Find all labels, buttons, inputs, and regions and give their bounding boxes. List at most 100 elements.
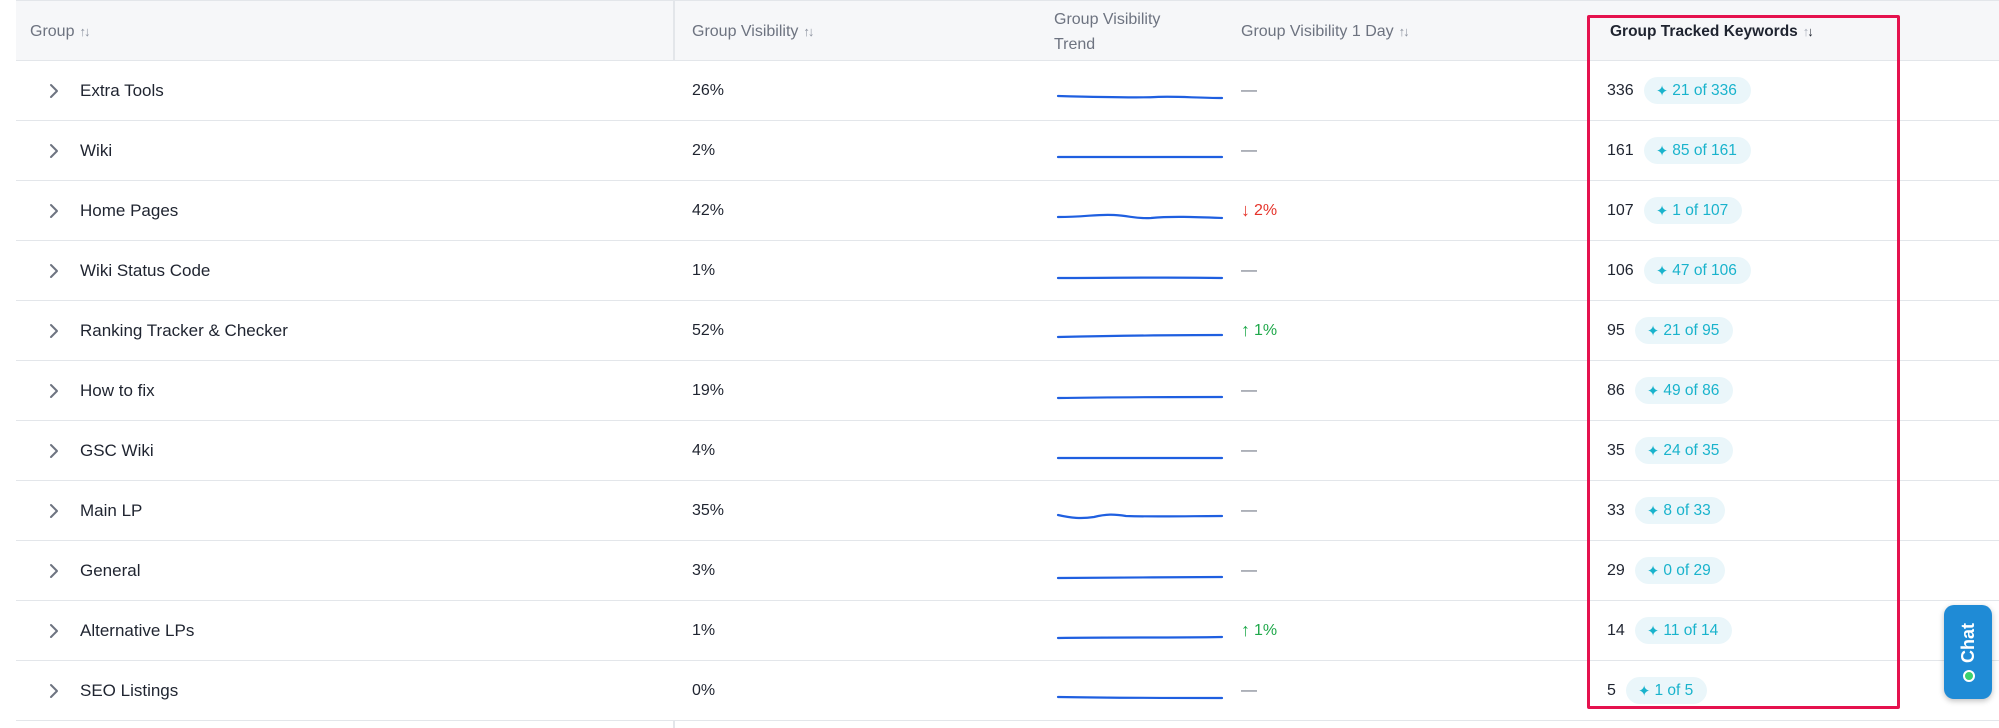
table-row[interactable]: Home Pages 42% ↓ 2% 107 ✦ 1 of 107 <box>16 181 1999 241</box>
keywords-badge[interactable]: ✦ 8 of 33 <box>1634 497 1725 524</box>
header-group-tracked-keywords-label: Group Tracked Keywords <box>1610 22 1798 40</box>
group-name[interactable]: Home Pages <box>80 200 179 220</box>
group-visibility-value: 1% <box>692 621 716 639</box>
header-group[interactable]: Group ↑↓ <box>30 1 90 62</box>
visibility-trend-sparkline <box>1056 421 1224 480</box>
visibility-trend-sparkline <box>1056 601 1224 660</box>
header-group-visibility-1day[interactable]: Group Visibility 1 Day ↑↓ <box>1241 1 1410 62</box>
table-header: Group ↑↓ Group Visibility ↑↓ Group Visib… <box>16 0 1999 61</box>
keywords-badge-label: 21 of 95 <box>1663 321 1720 339</box>
chat-label: Chat <box>1957 622 1978 663</box>
header-group-visibility[interactable]: Group Visibility ↑↓ <box>692 1 814 62</box>
visibility-1day-value: ↓ 2% <box>1241 200 1278 220</box>
visibility-1day-value: — <box>1241 141 1257 159</box>
tracked-keywords-count: 161 <box>1607 141 1634 159</box>
keywords-badge[interactable]: ✦ 11 of 14 <box>1634 617 1733 644</box>
table-row[interactable]: Alternative LPs 1% ↑ 1% 14 ✦ 11 of 14 <box>16 601 1999 661</box>
table-row[interactable]: Wiki 2% — 161 ✦ 85 of 161 <box>16 121 1999 181</box>
keywords-badge-label: 11 of 14 <box>1663 621 1719 639</box>
group-name[interactable]: Extra Tools <box>80 80 164 100</box>
keywords-badge-label: 8 of 33 <box>1663 501 1711 519</box>
arrow-up-icon: ↑ <box>1241 620 1250 640</box>
sparkle-icon: ✦ <box>1655 142 1669 160</box>
keywords-badge-label: 47 of 106 <box>1672 261 1737 279</box>
table-row[interactable]: Wiki Status Code 1% — 106 ✦ 47 of 106 <box>16 241 1999 301</box>
tracked-keywords-cell: 95 ✦ 21 of 95 <box>1607 301 1734 360</box>
chevron-right-icon[interactable] <box>48 361 60 420</box>
chevron-right-icon[interactable] <box>48 181 60 240</box>
chevron-right-icon[interactable] <box>48 241 60 300</box>
keywords-badge[interactable]: ✦ 47 of 106 <box>1643 257 1751 284</box>
group-name[interactable]: GSC Wiki <box>80 440 154 460</box>
header-group-tracked-keywords[interactable]: Group Tracked Keywords ↑↓ <box>1610 1 1814 62</box>
group-name[interactable]: Ranking Tracker & Checker <box>80 320 288 340</box>
keywords-badge[interactable]: ✦ 0 of 29 <box>1634 557 1725 584</box>
table-row[interactable]: SEO Listings 0% — 5 ✦ 1 of 5 <box>16 661 1999 721</box>
keywords-badge[interactable]: ✦ 1 of 107 <box>1643 197 1743 224</box>
chevron-right-icon[interactable] <box>48 121 60 180</box>
header-group-visibility-label: Group Visibility <box>692 22 799 40</box>
group-name[interactable]: Wiki <box>80 140 113 160</box>
visibility-1day-value: ↑ 1% <box>1241 320 1278 340</box>
visibility-trend-sparkline <box>1056 181 1224 240</box>
table-row[interactable]: Ranking Tracker & Checker 52% ↑ 1% 95 ✦ 2… <box>16 301 1999 361</box>
tracked-keywords-count: 33 <box>1607 501 1625 519</box>
group-name[interactable]: SEO Listings <box>80 680 179 700</box>
group-visibility-value: 1% <box>692 261 716 279</box>
visibility-trend-sparkline <box>1056 241 1224 300</box>
sort-icon[interactable]: ↑↓ <box>1398 24 1410 39</box>
tracked-keywords-count: 35 <box>1607 441 1625 459</box>
group-visibility-value: 2% <box>692 141 716 159</box>
keywords-badge[interactable]: ✦ 49 of 86 <box>1634 377 1734 404</box>
table-row[interactable]: Extra Tools 26% — 336 ✦ 21 of 336 <box>16 61 1999 121</box>
sparkle-icon: ✦ <box>1646 622 1660 640</box>
chat-button[interactable]: Chat <box>1944 605 1992 699</box>
visibility-trend-sparkline <box>1056 61 1224 120</box>
keywords-badge-label: 85 of 161 <box>1672 141 1737 159</box>
visibility-1day-value: — <box>1241 261 1257 279</box>
tracked-keywords-cell: 5 ✦ 1 of 5 <box>1607 661 1708 720</box>
group-name[interactable]: General <box>80 560 141 580</box>
tracked-keywords-cell: 33 ✦ 8 of 33 <box>1607 481 1725 540</box>
tracked-keywords-count: 14 <box>1607 621 1625 639</box>
chevron-right-icon[interactable] <box>48 661 60 720</box>
table-row[interactable]: Main LP 35% — 33 ✦ 8 of 33 <box>16 481 1999 541</box>
chevron-right-icon[interactable] <box>48 481 60 540</box>
chevron-right-icon[interactable] <box>48 301 60 360</box>
table-row[interactable]: GSC Wiki 4% — 35 ✦ 24 of 35 <box>16 421 1999 481</box>
chevron-right-icon[interactable] <box>48 421 60 480</box>
group-name[interactable]: How to fix <box>80 380 155 400</box>
group-name[interactable]: Wiki Status Code <box>80 260 211 280</box>
keywords-badge[interactable]: ✦ 24 of 35 <box>1634 437 1734 464</box>
table-row[interactable]: General 3% — 29 ✦ 0 of 29 <box>16 541 1999 601</box>
keywords-badge[interactable]: ✦ 85 of 161 <box>1643 137 1751 164</box>
tracked-keywords-cell: 35 ✦ 24 of 35 <box>1607 421 1734 480</box>
group-visibility-value: 19% <box>692 381 725 399</box>
table-row[interactable]: How to fix 19% — 86 ✦ 49 of 86 <box>16 361 1999 421</box>
sparkle-icon: ✦ <box>1655 202 1669 220</box>
visibility-1day-value: — <box>1241 381 1257 399</box>
keywords-badge[interactable]: ✦ 21 of 95 <box>1634 317 1734 344</box>
keywords-badge-label: 24 of 35 <box>1663 441 1720 459</box>
sort-icon[interactable]: ↑↓ <box>803 24 814 39</box>
visibility-1day-value: — <box>1241 681 1257 699</box>
group-visibility-value: 4% <box>692 441 716 459</box>
keywords-badge[interactable]: ✦ 1 of 5 <box>1625 677 1708 704</box>
chevron-right-icon[interactable] <box>48 601 60 660</box>
group-name[interactable]: Main LP <box>80 500 143 520</box>
sparkle-icon: ✦ <box>1646 322 1660 340</box>
sparkle-icon: ✦ <box>1646 442 1660 460</box>
keywords-badge[interactable]: ✦ 21 of 336 <box>1643 77 1751 104</box>
group-visibility-value: 42% <box>692 201 725 219</box>
tracked-keywords-cell: 161 ✦ 85 of 161 <box>1607 121 1751 180</box>
sort-active-icon[interactable]: ↑↓ <box>1802 24 1814 39</box>
chevron-right-icon[interactable] <box>48 61 60 120</box>
sparkle-icon: ✦ <box>1646 562 1660 580</box>
sort-icon[interactable]: ↑↓ <box>79 24 90 39</box>
online-status-icon <box>1962 669 1974 682</box>
group-name[interactable]: Alternative LPs <box>80 620 195 640</box>
header-group-visibility-trend: Group Visibility Trend <box>1054 1 1204 62</box>
group-visibility-value: 52% <box>692 321 725 339</box>
chevron-right-icon[interactable] <box>48 541 60 600</box>
visibility-trend-sparkline <box>1056 481 1224 540</box>
